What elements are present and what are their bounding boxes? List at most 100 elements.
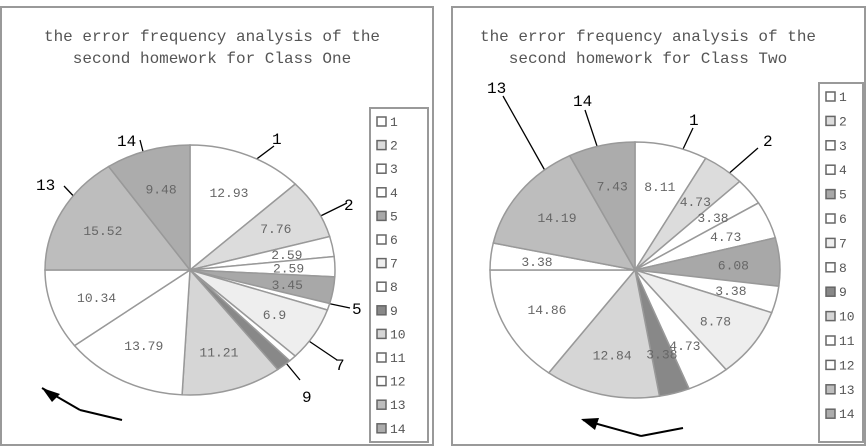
callouts: 1 2 13 14: [487, 80, 773, 151]
value-label: 13.79: [124, 339, 163, 354]
legend-label: 4: [390, 186, 398, 201]
legend-swatch: [376, 399, 387, 410]
legend-label: 10: [390, 327, 406, 342]
value-label: 8.11: [644, 180, 675, 195]
value-label: 3.45: [272, 278, 303, 293]
legend-swatch: [825, 115, 836, 127]
panel-two: the error frequency analysis of the seco…: [451, 6, 866, 446]
value-label: 2.59: [271, 248, 302, 263]
legend-swatch: [376, 423, 387, 434]
legend-swatch: [825, 310, 836, 322]
legend-label: 8: [390, 280, 398, 295]
panel-one: the error frequency analysis of the seco…: [0, 6, 434, 446]
legend-swatch: [825, 335, 836, 346]
value-label: 4.73: [680, 195, 711, 210]
legend-label: 14: [390, 422, 406, 437]
value-label: 12.84: [593, 349, 632, 364]
legend-swatch: [376, 116, 387, 127]
callout: 7: [335, 357, 345, 375]
legend-label: 7: [839, 236, 847, 251]
legend-swatch: [376, 163, 387, 174]
legend-swatch: [825, 213, 836, 224]
legend-swatch: [376, 328, 387, 340]
chart: 1 2 5 7 9 13 14 12.937.762.592.593.456.9…: [36, 107, 429, 443]
legend-label: 12: [839, 358, 855, 373]
legend-label: 1: [390, 115, 398, 130]
pie-slice: [489, 269, 637, 374]
pie-slice: [44, 165, 192, 271]
pie-slice: [107, 144, 191, 273]
chart: 1 2 13 14 8.114.733.384.736.083.388.784.…: [487, 80, 864, 443]
chart-title: the error frequency analysis of the seco…: [479, 28, 817, 68]
legend-swatch: [825, 359, 836, 371]
legend-label: 8: [839, 261, 847, 276]
legend-label: 11: [839, 334, 855, 349]
value-label: 4.73: [669, 339, 700, 354]
value-label: 3.38: [697, 211, 728, 226]
pie-slice: [547, 268, 661, 399]
callout: 9: [302, 389, 312, 407]
legend-swatch: [825, 384, 836, 395]
value-label: 7.76: [260, 222, 291, 237]
legend-swatch: [376, 234, 387, 245]
legend-label: 9: [390, 304, 398, 319]
callout: 14: [573, 93, 592, 111]
value-label: 14.19: [537, 211, 576, 226]
legend-label: 3: [390, 162, 398, 177]
legend-swatch: [825, 140, 836, 151]
legend-swatch: [376, 281, 387, 292]
callout: 14: [117, 133, 136, 151]
legend-label: 2: [390, 139, 398, 154]
legend-swatch: [376, 305, 387, 316]
legend-label: 3: [839, 139, 847, 154]
legend-label: 7: [390, 257, 398, 272]
legend-swatch: [825, 286, 836, 297]
legend-swatch: [825, 164, 836, 175]
legend-swatch: [376, 257, 387, 269]
legend-label: 5: [839, 188, 847, 203]
value-label: 7.43: [597, 179, 628, 194]
pie-slice: [73, 268, 191, 396]
legend-swatch: [376, 375, 387, 387]
legend-swatch: [825, 188, 836, 200]
legend-swatch: [376, 352, 387, 363]
legend-label: 2: [839, 114, 847, 129]
value-label: 6.9: [263, 308, 286, 323]
legend-label: 11: [390, 351, 406, 366]
pie-slice: [492, 154, 637, 272]
legend-label: 14: [839, 407, 855, 422]
callouts: 1 2 5 7 9 13 14: [36, 131, 362, 407]
legend-label: 13: [390, 398, 406, 413]
value-label: 9.48: [145, 183, 176, 198]
legend-swatch: [825, 91, 836, 102]
callout: 2: [763, 133, 773, 151]
arrow-head: [581, 418, 599, 430]
legend-swatch: [376, 210, 387, 222]
callout: 13: [36, 177, 55, 195]
legend-label: 13: [839, 383, 855, 398]
value-label: 4.73: [710, 230, 741, 245]
value-label: 11.21: [199, 345, 238, 360]
value-label: 10.34: [77, 291, 116, 306]
legend-label: 6: [839, 212, 847, 227]
legend-swatch: [825, 262, 836, 273]
legend-label: 6: [390, 233, 398, 248]
pie-slice: [44, 269, 193, 347]
legend-label: 12: [390, 375, 406, 390]
value-label: 12.93: [209, 186, 248, 201]
legend-label: 4: [839, 163, 847, 178]
pie-slice: [189, 144, 297, 272]
legend-swatch: [376, 187, 387, 198]
value-label: 3.38: [715, 284, 746, 299]
callout: 1: [272, 131, 282, 149]
callout: 5: [352, 301, 362, 319]
value-label: 15.52: [83, 224, 122, 239]
value-label: 2.59: [273, 262, 304, 277]
pie-slice: [181, 268, 279, 396]
legend-box: [369, 107, 429, 443]
value-label: 6.08: [718, 258, 749, 273]
legend-label: 10: [839, 310, 855, 325]
legend-label: 9: [839, 285, 847, 300]
legend-label: 1: [839, 90, 847, 105]
chart-title: the error frequency analysis of the seco…: [43, 28, 381, 68]
